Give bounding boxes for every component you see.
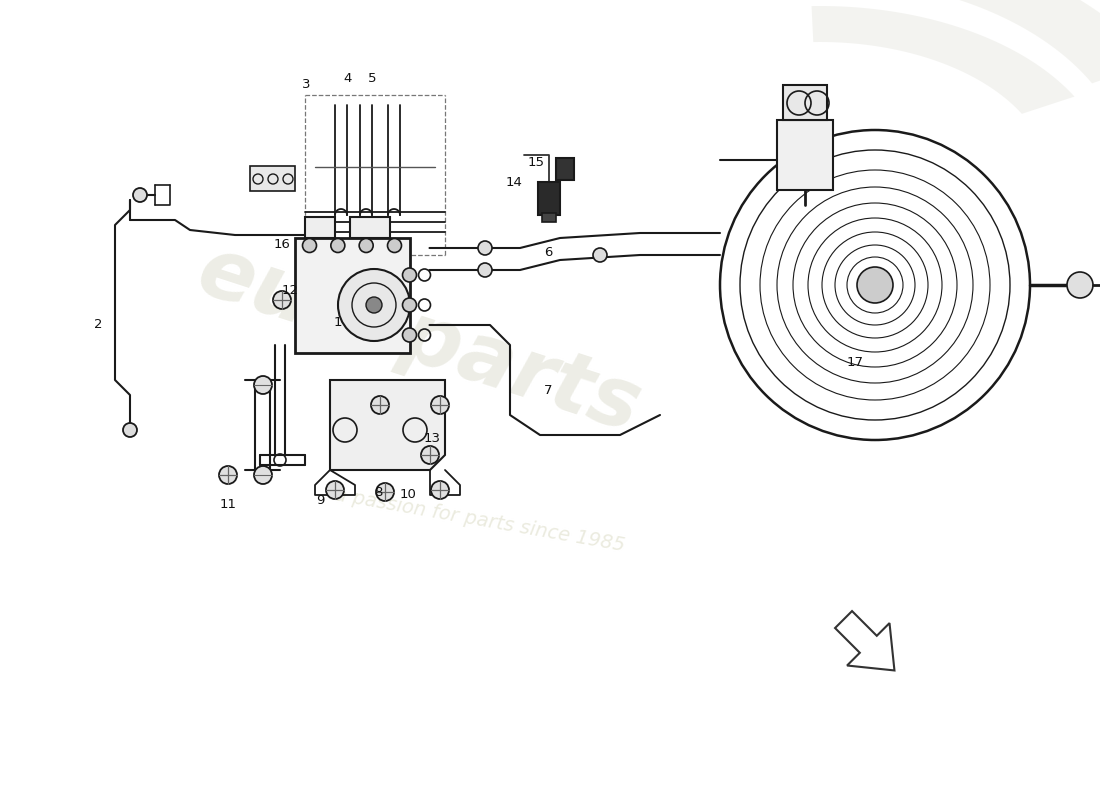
Circle shape [1067,272,1093,298]
Circle shape [478,263,492,277]
Polygon shape [808,0,1100,83]
Text: 11: 11 [220,498,236,511]
Bar [350,218,389,238]
Text: 14: 14 [506,175,522,189]
Bar [538,182,560,215]
Text: 16: 16 [274,238,290,251]
Circle shape [593,248,607,262]
Bar [556,158,574,180]
Circle shape [403,328,417,342]
Bar [305,218,334,238]
Circle shape [326,481,344,499]
Circle shape [331,238,344,253]
Circle shape [133,188,147,202]
Text: 8: 8 [374,486,382,498]
Polygon shape [835,611,894,670]
Text: europarts: europarts [188,230,651,450]
Circle shape [302,238,317,253]
Text: 10: 10 [399,489,417,502]
Circle shape [338,269,410,341]
Text: 4: 4 [344,71,352,85]
Text: 13: 13 [424,431,440,445]
Bar [295,238,409,353]
Polygon shape [812,6,1075,114]
Bar [777,120,833,190]
Circle shape [376,483,394,501]
Circle shape [421,446,439,464]
Text: 6: 6 [543,246,552,258]
Circle shape [360,238,373,253]
Bar [783,85,827,120]
Circle shape [254,466,272,484]
Circle shape [478,241,492,255]
Bar [542,213,556,222]
Text: 17: 17 [847,355,864,369]
Text: 1: 1 [333,315,342,329]
Circle shape [371,396,389,414]
Circle shape [431,396,449,414]
Circle shape [366,297,382,313]
Text: 3: 3 [301,78,310,91]
Text: 7: 7 [543,383,552,397]
Text: 5: 5 [367,71,376,85]
Circle shape [431,481,449,499]
Text: 2: 2 [94,318,102,331]
Text: 15: 15 [528,155,544,169]
Bar [250,166,295,191]
Text: 9: 9 [316,494,324,506]
Text: a passion for parts since 1985: a passion for parts since 1985 [333,485,627,555]
Circle shape [403,268,417,282]
Circle shape [254,376,272,394]
Circle shape [123,423,138,437]
Circle shape [857,267,893,303]
Circle shape [387,238,402,253]
Text: 12: 12 [282,283,298,297]
Circle shape [219,466,236,484]
Polygon shape [330,380,446,470]
Circle shape [403,298,417,312]
Circle shape [273,291,292,309]
